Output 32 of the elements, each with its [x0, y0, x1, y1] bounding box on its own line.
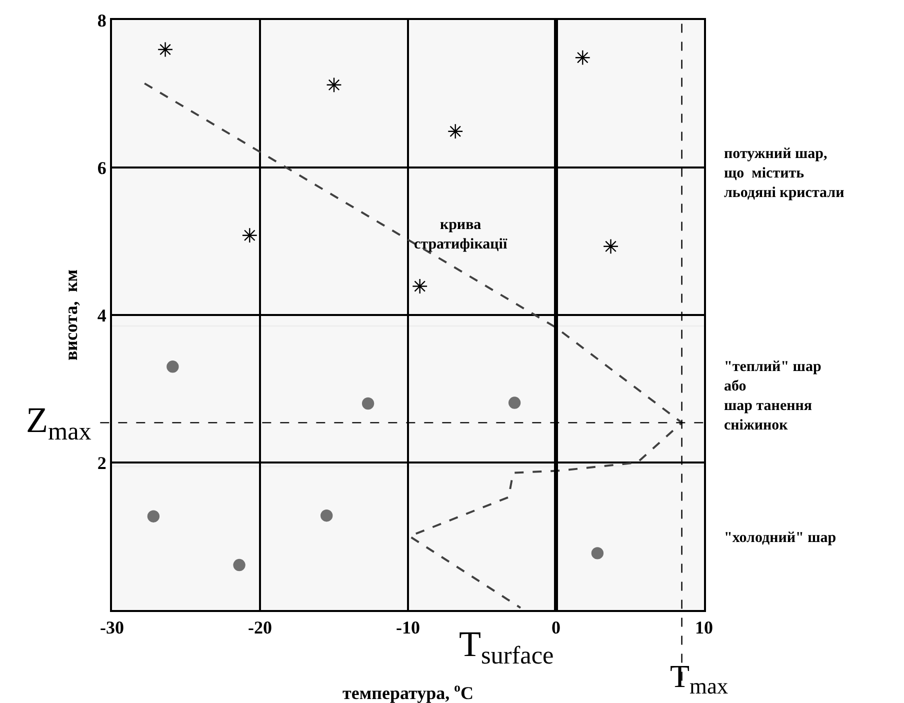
line-series	[144, 82, 683, 609]
y-tick-label: 6	[97, 158, 106, 178]
point	[508, 396, 521, 409]
point	[157, 42, 174, 58]
band-label: "теплий" шар або шар танення сніжинок	[724, 359, 822, 434]
x-tick-label: 0	[552, 618, 560, 638]
y-tick-label: 4	[97, 305, 106, 326]
x-tick-label: 10	[695, 618, 713, 638]
x-tick-label: -10	[396, 618, 420, 638]
point	[362, 397, 374, 410]
point	[412, 278, 428, 294]
point	[326, 77, 342, 93]
point	[147, 510, 160, 522]
band-label: потужний шар, що містить льодяні кристали	[724, 146, 845, 201]
ref-line-label: Z$_{max}$	[26, 400, 92, 446]
y-tick-label: 8	[97, 10, 106, 30]
point	[166, 360, 179, 373]
x-tick-label: -30	[100, 618, 124, 638]
point	[448, 124, 464, 140]
point	[242, 228, 258, 244]
ref-line-label: T$_{max}$	[670, 658, 728, 699]
x-axis-title: температура, $^{o}$C	[342, 680, 474, 703]
point	[233, 558, 246, 572]
y-tick-label: 2	[97, 452, 106, 473]
band-label: "холодний" шар	[724, 530, 836, 546]
point	[574, 50, 590, 66]
point	[320, 510, 333, 522]
y-axis-title: висота, км	[61, 269, 82, 361]
annotation: крива стратифікації	[414, 217, 508, 252]
point	[591, 547, 604, 560]
x-tick-label: -20	[248, 618, 272, 638]
point	[602, 238, 619, 254]
